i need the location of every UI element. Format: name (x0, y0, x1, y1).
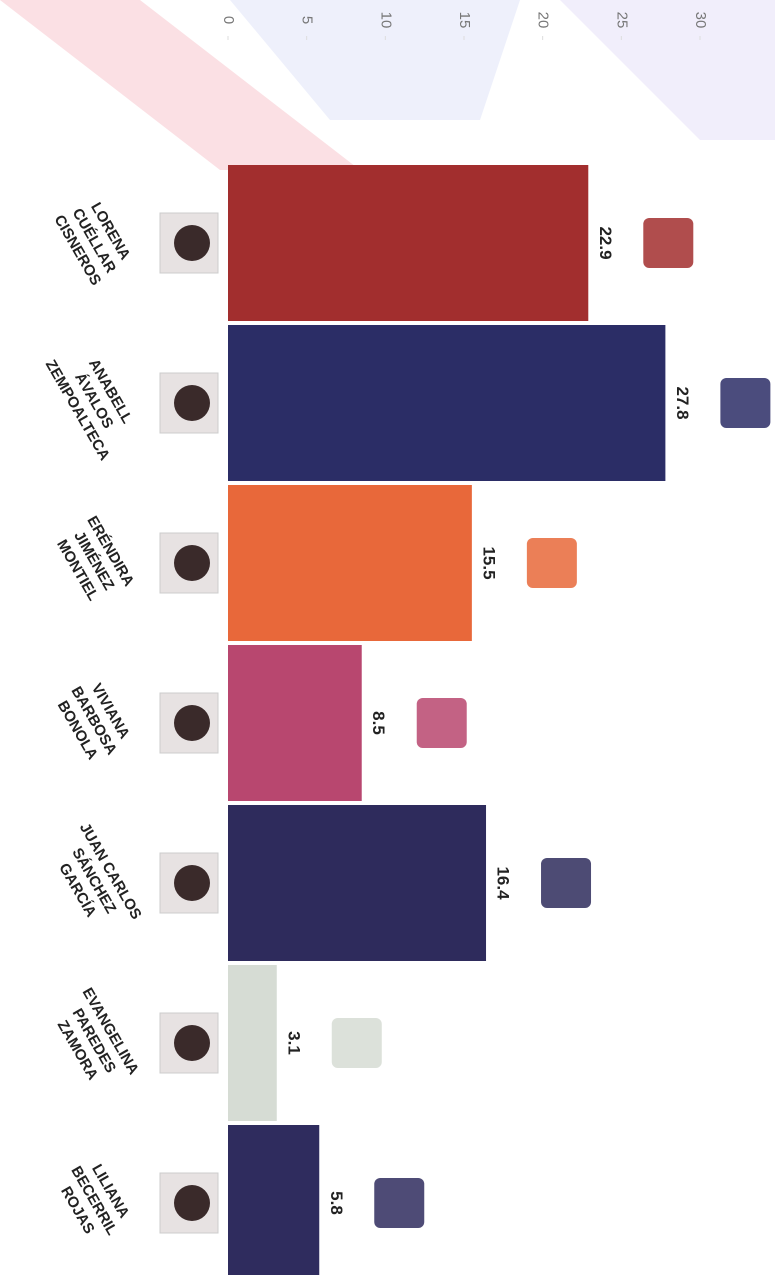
party-logo (720, 378, 771, 428)
party-logo (541, 858, 592, 908)
candidate-name: VIVIANABARBOSABONOLA (51, 674, 137, 767)
bar (228, 325, 666, 481)
x-tick-label: 15 (456, 12, 473, 29)
value-label: 16.4 (494, 866, 513, 900)
bar (228, 645, 362, 801)
photo-face (174, 1025, 210, 1061)
background-shape (230, 0, 520, 120)
photo-face (174, 545, 210, 581)
candidate-name: JUAN CARLOSSÁNCHEZGARCÍA (43, 820, 145, 941)
party-logo (416, 698, 467, 748)
value-label: 15.5 (479, 546, 498, 579)
x-tick-label: 5 (299, 16, 316, 24)
bar (228, 485, 472, 641)
party-logo (374, 1178, 425, 1228)
value-label: 27.8 (673, 386, 692, 419)
party-logo (526, 538, 577, 588)
value-label: 22.9 (596, 226, 615, 259)
value-label: 3.1 (284, 1031, 303, 1055)
bar (228, 165, 589, 321)
candidate-name: ERÉNDIRAJIMÉNEZMONTIEL (50, 513, 137, 608)
value-label: 5.8 (327, 1191, 346, 1215)
candidate-name: LORENACUÉLLARCISNEROS (50, 193, 137, 288)
candidate-name: ANABELLÁVALOSZEMPOALTECA (42, 338, 146, 464)
photo-face (174, 705, 210, 741)
photo-face (174, 865, 210, 901)
x-tick-label: 25 (613, 12, 630, 29)
bar (228, 805, 487, 961)
bar (228, 965, 277, 1121)
value-label: 8.5 (369, 711, 388, 735)
candidate-name: EVANGELINAPAREDESZAMORA (46, 985, 142, 1097)
background-shape (0, 0, 360, 170)
background-shape (560, 0, 775, 140)
bar (228, 1125, 320, 1275)
x-tick-label: 30 (692, 12, 709, 29)
photo-face (174, 385, 210, 421)
party-logo (331, 1018, 382, 1068)
x-tick-label: 0 (220, 16, 237, 24)
x-tick-label: 10 (377, 12, 394, 29)
x-tick-label: 20 (535, 12, 552, 29)
photo-face (174, 1185, 210, 1221)
photo-face (174, 225, 210, 261)
party-logo (643, 218, 694, 268)
candidate-name: LILIANABECERRILROJAS (51, 1154, 137, 1248)
